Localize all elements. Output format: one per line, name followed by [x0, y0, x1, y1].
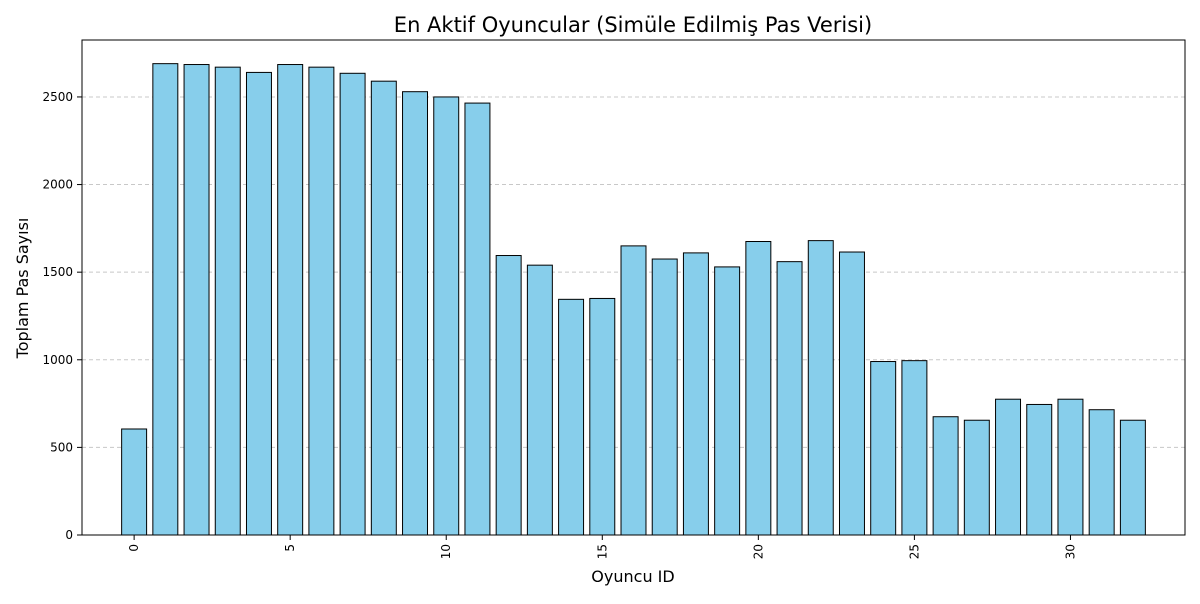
bar-player-2 — [183, 64, 210, 536]
x-tick-label: 20 — [751, 544, 765, 559]
y-tick-label: 1000 — [42, 353, 73, 367]
x-tick-label: 15 — [595, 544, 609, 559]
bar-player-1 — [152, 63, 179, 536]
x-tick-label: 0 — [127, 544, 141, 552]
y-tick-label: 2000 — [42, 178, 73, 192]
bar-player-25 — [901, 360, 928, 536]
x-axis-ticks: 0 5 10 15 20 25 30 — [127, 535, 1077, 559]
bar-player-15 — [589, 297, 616, 536]
bar-player-11 — [464, 102, 491, 536]
bar-player-7 — [339, 72, 366, 536]
bar-player-13 — [526, 264, 553, 536]
bar-player-6 — [308, 66, 335, 536]
x-tick-label: 30 — [1063, 544, 1077, 559]
x-tick-label: 25 — [907, 544, 921, 559]
bar-player-16 — [620, 245, 647, 536]
bar-player-18 — [682, 252, 709, 536]
bar-player-20 — [745, 241, 772, 536]
y-axis-label: Toplam Pas Sayısı — [13, 218, 32, 360]
bar-player-30 — [1057, 398, 1084, 536]
bar-player-28 — [995, 398, 1022, 536]
bar-player-31 — [1088, 409, 1115, 536]
bar-player-5 — [277, 64, 304, 536]
y-tick-label: 500 — [50, 440, 73, 454]
plot-frame — [81, 39, 1186, 536]
x-axis-label: Oyuncu ID — [591, 567, 674, 586]
bar-player-9 — [402, 91, 429, 536]
bar-player-17 — [651, 258, 678, 536]
bar-player-14 — [558, 298, 585, 536]
y-tick-label: 0 — [65, 528, 73, 542]
x-tick-label: 5 — [283, 544, 297, 552]
bar-player-0 — [121, 428, 148, 536]
bar-player-22 — [807, 240, 834, 536]
x-tick-label: 10 — [439, 544, 453, 559]
bar-player-12 — [495, 255, 522, 536]
bar-player-29 — [1026, 403, 1053, 536]
y-tick-label: 1500 — [42, 265, 73, 279]
bar-player-10 — [433, 96, 460, 536]
bar-player-32 — [1119, 419, 1146, 536]
bar-player-3 — [214, 66, 241, 536]
y-axis-ticks: 0 500 1000 1500 2000 2500 — [42, 90, 82, 542]
bar-player-24 — [870, 361, 897, 536]
chart-title: En Aktif Oyuncular (Simüle Edilmiş Pas V… — [394, 13, 872, 37]
bar-player-8 — [370, 80, 397, 536]
bar-player-23 — [838, 251, 865, 536]
bar-player-27 — [963, 419, 990, 536]
bar-player-21 — [776, 261, 803, 536]
bar-player-26 — [932, 416, 959, 536]
y-tick-label: 2500 — [42, 90, 73, 104]
bars-layer — [121, 63, 1146, 536]
bar-player-19 — [714, 266, 741, 536]
bar-player-4 — [245, 71, 272, 536]
